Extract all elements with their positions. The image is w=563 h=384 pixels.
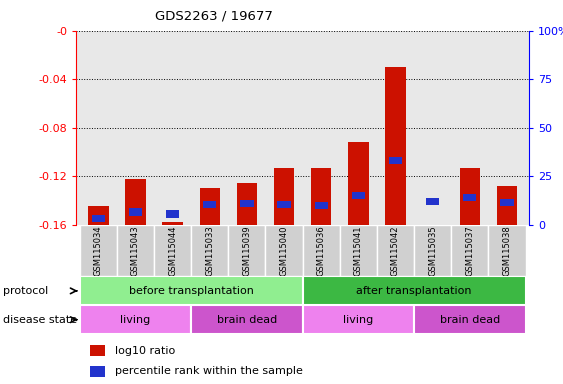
Text: GSM115034: GSM115034 — [94, 225, 103, 276]
Text: GSM115035: GSM115035 — [428, 225, 437, 276]
Bar — [80, 276, 303, 305]
Text: brain dead: brain dead — [440, 314, 500, 325]
Bar — [80, 225, 117, 276]
Bar — [92, 215, 105, 222]
Bar — [80, 305, 191, 334]
Bar — [426, 198, 439, 205]
Bar — [278, 201, 291, 208]
Text: GSM115042: GSM115042 — [391, 225, 400, 276]
Bar — [117, 225, 154, 276]
Bar — [488, 225, 525, 276]
Bar — [199, 188, 220, 225]
Text: GSM115038: GSM115038 — [502, 225, 511, 276]
Text: living: living — [120, 314, 150, 325]
Text: disease state: disease state — [3, 314, 77, 325]
Bar — [303, 305, 414, 334]
Text: after transplantation: after transplantation — [356, 286, 472, 296]
Text: GSM115037: GSM115037 — [465, 225, 474, 276]
Text: before transplantation: before transplantation — [129, 286, 253, 296]
Text: protocol: protocol — [3, 286, 48, 296]
Bar — [236, 184, 257, 225]
Text: GDS2263 / 19677: GDS2263 / 19677 — [155, 10, 273, 23]
Text: GSM115036: GSM115036 — [316, 225, 325, 276]
Bar — [451, 225, 488, 276]
Bar — [348, 142, 369, 225]
Bar — [88, 207, 109, 225]
Bar — [385, 67, 406, 225]
Bar — [191, 225, 229, 276]
Bar — [162, 222, 183, 225]
Bar — [352, 192, 365, 199]
Bar — [90, 366, 105, 377]
Bar — [229, 225, 266, 276]
Text: GSM115041: GSM115041 — [354, 225, 363, 276]
Text: GSM115039: GSM115039 — [243, 225, 252, 276]
Bar — [377, 225, 414, 276]
Text: log10 ratio: log10 ratio — [115, 346, 175, 356]
Bar — [389, 157, 402, 164]
Bar — [191, 305, 303, 334]
Bar — [497, 186, 517, 225]
Bar — [459, 168, 480, 225]
Bar — [501, 199, 513, 206]
Text: GSM115043: GSM115043 — [131, 225, 140, 276]
Bar — [339, 225, 377, 276]
Text: GSM115044: GSM115044 — [168, 225, 177, 276]
Text: living: living — [343, 314, 373, 325]
Bar — [311, 168, 332, 225]
Bar — [203, 201, 216, 208]
Bar — [303, 276, 525, 305]
Bar — [463, 194, 476, 201]
Text: percentile rank within the sample: percentile rank within the sample — [115, 366, 303, 376]
Text: GSM115040: GSM115040 — [280, 225, 289, 276]
Bar — [129, 209, 142, 216]
Bar — [315, 202, 328, 209]
Bar — [166, 210, 179, 218]
Bar — [154, 225, 191, 276]
Bar — [303, 225, 339, 276]
Bar — [414, 305, 525, 334]
Bar — [266, 225, 303, 276]
Bar — [240, 200, 253, 207]
Bar — [274, 168, 294, 225]
Bar — [125, 179, 146, 225]
Bar — [414, 225, 451, 276]
Text: GSM115033: GSM115033 — [205, 225, 215, 276]
Bar — [90, 345, 105, 356]
Text: brain dead: brain dead — [217, 314, 277, 325]
